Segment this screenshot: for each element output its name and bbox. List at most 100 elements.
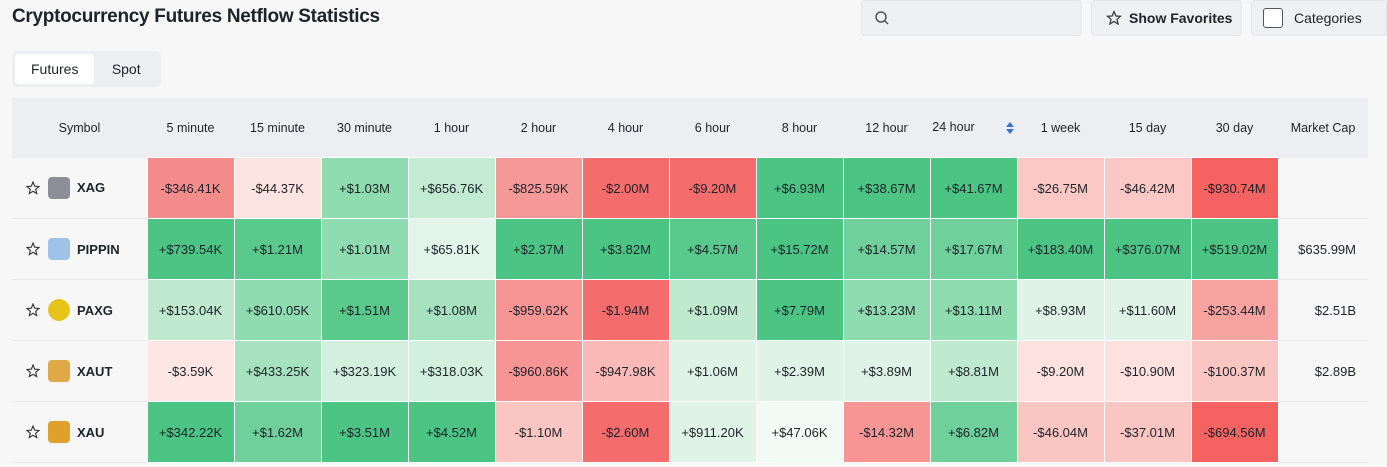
netflow-cell: -$2.60M xyxy=(581,401,670,463)
market-cap-cell: $2.51B xyxy=(1278,279,1368,341)
netflow-table: Symbol 5 minute 15 minute 30 minute 1 hour 2 … xyxy=(12,98,1368,463)
netflow-cell: +$656.76K xyxy=(407,157,496,219)
tab-bar: Futures Spot xyxy=(12,51,161,87)
favorite-star[interactable] xyxy=(26,425,40,439)
netflow-cell: +$14.57M xyxy=(842,218,931,280)
favorites-label: Show Favorites xyxy=(1129,10,1233,26)
column-header: Market Cap xyxy=(1278,98,1368,158)
symbol-name: XAUT xyxy=(77,363,113,379)
favorite-star[interactable] xyxy=(26,364,40,378)
symbol-cell: PAXG xyxy=(12,279,147,341)
netflow-cell: +$3.82M xyxy=(581,218,670,280)
netflow-cell: +$15.72M xyxy=(755,218,844,280)
netflow-cell: -$100.37M xyxy=(1190,340,1279,402)
netflow-cell: +$318.03K xyxy=(407,340,496,402)
column-header: Symbol xyxy=(12,98,147,158)
netflow-cell: -$346.41K xyxy=(146,157,235,219)
netflow-cell: -$1.10M xyxy=(494,401,583,463)
symbol-name: PAXG xyxy=(77,302,113,318)
netflow-cell: -$10.90M xyxy=(1103,340,1192,402)
sort-icon xyxy=(1005,121,1014,134)
symbol-name: XAG xyxy=(77,180,106,196)
header-row: Symbol 5 minute 15 minute 30 minute 1 hour 2 … xyxy=(12,98,1368,158)
column-header: 4 hour xyxy=(582,98,669,158)
netflow-cell: -$44.37K xyxy=(233,157,322,219)
tab[interactable]: Spot xyxy=(111,61,141,77)
market-cap-cell xyxy=(1278,157,1368,219)
netflow-cell: +$8.93M xyxy=(1016,279,1105,341)
column-header: 15 minute xyxy=(234,98,321,158)
market-cap-cell: $2.89B xyxy=(1278,340,1368,402)
netflow-cell: +$13.11M xyxy=(929,279,1018,341)
column-header: 12 hour xyxy=(843,98,930,158)
coin-icon xyxy=(48,360,70,382)
netflow-cell: +$47.06K xyxy=(755,401,844,463)
symbol-cell: XAG xyxy=(12,157,147,219)
netflow-cell: +$183.40M xyxy=(1016,218,1105,280)
netflow-cell: +$1.08M xyxy=(407,279,496,341)
search-box[interactable] xyxy=(861,0,1082,36)
coin-icon xyxy=(48,176,70,199)
coin-icon xyxy=(48,421,70,443)
symbol-cell: XAUT xyxy=(12,340,147,402)
netflow-cell: -$959.62K xyxy=(494,279,583,341)
table-row: PAXG +$153.04K +$610.05K +$1.51M +$1.08M -$95… xyxy=(12,279,1368,341)
netflow-cell: +$6.93M xyxy=(755,157,844,219)
column-header: 15 day xyxy=(1104,98,1191,158)
column-header: 1 hour xyxy=(408,98,495,158)
column-header: 5 minute xyxy=(147,98,234,158)
netflow-cell: +$1.62M xyxy=(233,401,322,463)
column-header: 2 hour xyxy=(495,98,582,158)
netflow-cell: +$911.20K xyxy=(668,401,757,463)
market-cap-cell: $635.99M xyxy=(1278,218,1368,280)
netflow-cell: +$153.04K xyxy=(146,279,235,341)
favorites-button[interactable]: Show Favorites xyxy=(1091,0,1242,36)
favorite-star[interactable] xyxy=(26,242,40,256)
symbol-cell: PIPPIN xyxy=(12,218,147,280)
netflow-cell: +$610.05K xyxy=(233,279,322,341)
table-row: XAU +$342.22K +$1.62M +$3.51M +$4.52M -$1.10M… xyxy=(12,401,1368,463)
netflow-cell: +$2.39M xyxy=(755,340,844,402)
star-icon xyxy=(1106,10,1122,26)
netflow-cell: +$41.67M xyxy=(929,157,1018,219)
netflow-cell: +$13.23M xyxy=(842,279,931,341)
favorite-star[interactable] xyxy=(26,303,40,317)
search-icon xyxy=(875,11,889,25)
netflow-cell: +$65.81K xyxy=(407,218,496,280)
netflow-cell: +$1.51M xyxy=(320,279,409,341)
netflow-cell: +$1.01M xyxy=(320,218,409,280)
checkbox xyxy=(1263,8,1283,28)
tab[interactable]: Futures xyxy=(15,54,95,84)
netflow-cell: +$3.89M xyxy=(842,340,931,402)
market-cap-cell xyxy=(1278,401,1368,463)
netflow-cell: +$4.52M xyxy=(407,401,496,463)
netflow-cell: +$6.82M xyxy=(929,401,1018,463)
netflow-cell: +$8.81M xyxy=(929,340,1018,402)
netflow-cell: +$739.54K xyxy=(146,218,235,280)
column-header: 1 week xyxy=(1017,98,1104,158)
table-row: XAG -$346.41K -$44.37K +$1.03M +$656.76K -$82… xyxy=(12,157,1368,219)
column-header[interactable]: 24 hour xyxy=(930,98,1017,158)
netflow-cell: -$694.56M xyxy=(1190,401,1279,463)
symbol-name: PIPPIN xyxy=(77,241,120,257)
netflow-cell: -$930.74M xyxy=(1190,157,1279,219)
column-header: 30 minute xyxy=(321,98,408,158)
netflow-cell: -$46.04M xyxy=(1016,401,1105,463)
column-header: 8 hour xyxy=(756,98,843,158)
netflow-cell: +$38.67M xyxy=(842,157,931,219)
netflow-cell: +$11.60M xyxy=(1103,279,1192,341)
netflow-cell: -$14.32M xyxy=(842,401,931,463)
netflow-cell: +$519.02M xyxy=(1190,218,1279,280)
netflow-cell: +$1.09M xyxy=(668,279,757,341)
netflow-cell: -$3.59K xyxy=(146,340,235,402)
netflow-cell: -$253.44M xyxy=(1190,279,1279,341)
netflow-cell: -$1.94M xyxy=(581,279,670,341)
favorite-star[interactable] xyxy=(26,180,40,195)
netflow-cell: +$1.06M xyxy=(668,340,757,402)
netflow-cell: -$9.20M xyxy=(1016,340,1105,402)
netflow-cell: +$4.57M xyxy=(668,218,757,280)
categories-button[interactable]: Categories xyxy=(1251,0,1387,36)
netflow-cell: -$37.01M xyxy=(1103,401,1192,463)
column-header: 30 day xyxy=(1191,98,1278,158)
